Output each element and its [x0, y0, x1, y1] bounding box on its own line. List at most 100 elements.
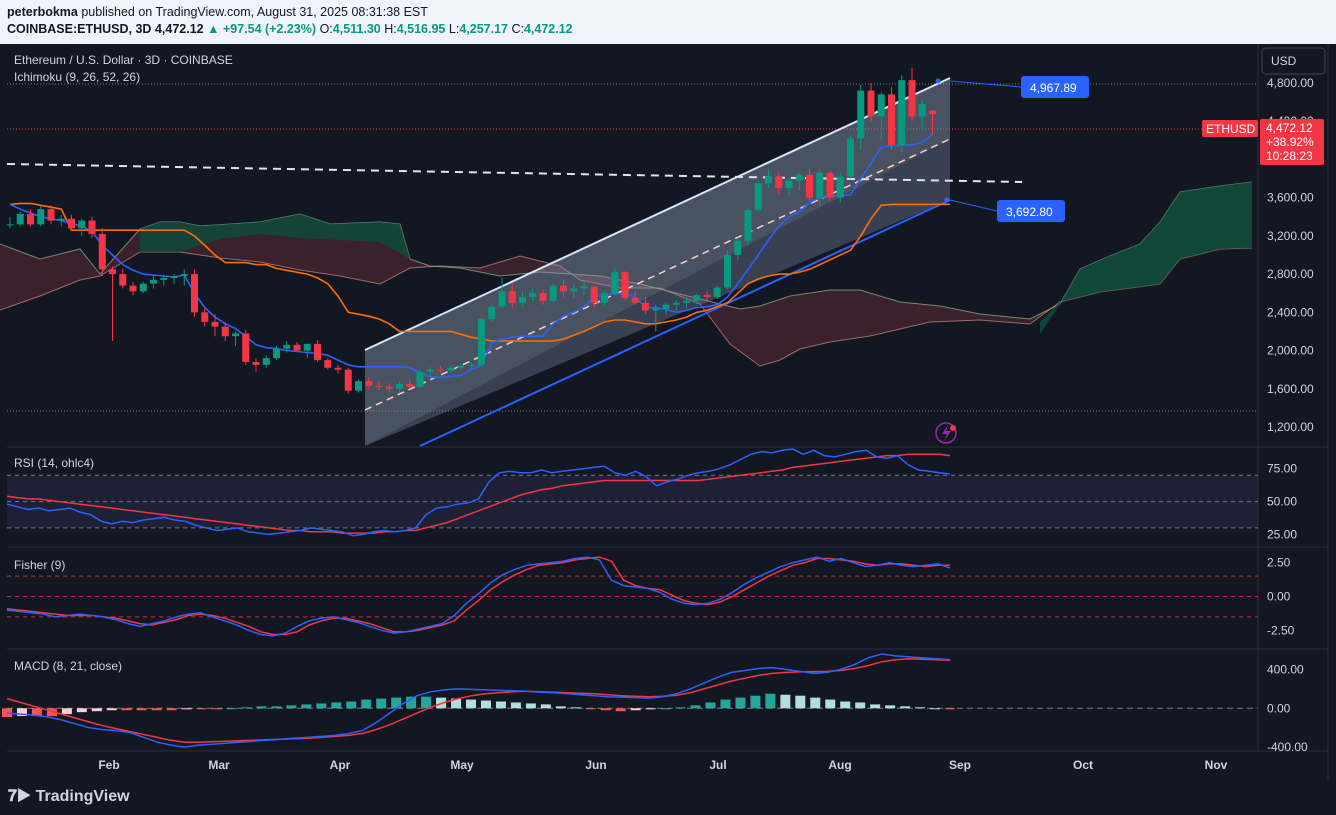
candle-down	[344, 369, 352, 391]
currency-label[interactable]: USD	[1271, 54, 1297, 68]
macd-histogram-bar	[31, 708, 42, 717]
candle-up	[396, 384, 403, 389]
candle-up	[693, 295, 701, 301]
macd-histogram-bar	[136, 708, 147, 711]
candle-up	[478, 319, 485, 365]
candle-down	[539, 293, 547, 301]
macd-histogram-bar	[361, 699, 372, 709]
macd-histogram-bar	[750, 695, 761, 709]
candle-up	[232, 333, 239, 337]
macd-histogram-bar	[391, 697, 402, 709]
channel-upper-line	[364, 77, 951, 351]
chart-svg[interactable]: 75.00 50.00 25.00 2.50 0.00 -2.50 400.00 0.00 -4…	[0, 44, 1336, 780]
candle-down	[375, 385, 383, 387]
macd-tick-label: 400.00	[1267, 663, 1304, 677]
candle-up	[16, 213, 24, 225]
tag-bottom-leader	[949, 199, 998, 212]
tv-icon: 𝟕▶	[8, 788, 36, 805]
last-pct-text: +38.92%	[1266, 135, 1314, 149]
open-label: O:	[319, 22, 333, 36]
rsi-tick-label: 25.00	[1267, 527, 1297, 541]
candle-up	[570, 288, 578, 292]
candle-down	[68, 218, 75, 229]
time-tick-label: Jul	[709, 758, 726, 772]
time-tick-label: Jun	[585, 758, 606, 772]
macd-histogram-bar	[121, 708, 132, 711]
macd-histogram-bar	[480, 700, 491, 709]
symbol-label: COINBASE:ETHUSD, 3D	[7, 22, 152, 36]
candle-up	[529, 293, 537, 298]
candle-up	[262, 358, 270, 365]
macd-histogram-bar	[570, 707, 581, 709]
macd-histogram-bar	[16, 708, 27, 717]
macd-histogram-bar	[241, 707, 252, 709]
macd-histogram-bar	[301, 704, 312, 709]
candle-up	[724, 255, 731, 288]
candle-up	[754, 183, 762, 211]
macd-histogram-bar	[61, 708, 72, 715]
currency-button[interactable]: USD	[1261, 47, 1326, 75]
macd-histogram-bar	[645, 708, 656, 710]
channel-lower-line	[419, 199, 951, 447]
legend-title: Ethereum / U.S. Dollar · 3D · COINBASE	[14, 53, 233, 67]
macd-histogram-bar	[451, 698, 462, 709]
candle-up	[683, 300, 690, 303]
candle-up	[877, 94, 885, 117]
candle-down	[324, 360, 332, 368]
candle-up	[785, 180, 793, 189]
candle-up	[601, 293, 608, 303]
candle-up	[519, 297, 526, 303]
time-tick-label: Sep	[949, 758, 971, 772]
ichimoku-cloud-bullish-early	[140, 214, 410, 259]
legend-fisher: Fisher (9)	[14, 558, 65, 572]
fisher-line	[6, 556, 951, 637]
tradingview-logo[interactable]: 𝟕▶ TradingView	[8, 788, 130, 806]
macd-histogram-bar	[660, 708, 671, 710]
candle-down	[221, 326, 229, 337]
tag-top-leader	[949, 80, 1022, 88]
candle-down	[119, 274, 127, 286]
candle-up	[273, 348, 280, 359]
pane-bg	[7, 44, 1258, 754]
price-tick-label: 3,200.00	[1267, 229, 1314, 243]
candle-down	[98, 233, 106, 270]
publisher-name[interactable]: peterbokma	[7, 5, 78, 19]
macd-histogram-bar	[211, 708, 222, 710]
macd-histogram-bar	[855, 702, 866, 709]
macd-histogram-bar	[720, 699, 731, 709]
macd-histogram-bar	[585, 708, 596, 710]
tag-bottom: 3,692.80	[997, 200, 1065, 222]
macd-histogram-bar	[421, 696, 432, 709]
macd-signal-line	[6, 658, 951, 743]
fisher-tick-label: 0.00	[1267, 590, 1291, 604]
candle-down	[929, 110, 936, 115]
macd-histogram-bar	[346, 701, 357, 709]
lightning-icon[interactable]	[935, 422, 957, 444]
price-tick-label: 3,600.00	[1267, 191, 1314, 205]
candle-up	[662, 304, 670, 309]
time-tick-label: Oct	[1073, 758, 1093, 772]
price-tick-label: 2,000.00	[1267, 344, 1314, 358]
candle-down	[908, 80, 916, 117]
candle-up	[416, 371, 424, 387]
candle-up	[78, 220, 86, 229]
candle-up	[836, 176, 844, 198]
legend-ichimoku: Ichimoku (9, 26, 52, 26)	[14, 70, 140, 84]
last-price-text: 4,472.12	[1266, 121, 1313, 135]
candle-up	[160, 277, 168, 280]
candle-down	[88, 220, 96, 234]
time-tick-label: May	[450, 758, 474, 772]
macd-histogram-bar	[466, 699, 477, 709]
macd-histogram-bar	[271, 706, 282, 709]
candle-up	[672, 302, 680, 305]
candle-down	[334, 367, 342, 370]
macd-histogram-bar	[286, 705, 297, 709]
legend-macd: MACD (8, 21, close)	[14, 659, 122, 673]
candle-up	[765, 176, 772, 184]
macd-histogram-bar	[376, 698, 387, 709]
candle-down	[314, 343, 321, 361]
candle-down	[775, 176, 783, 189]
chart-area[interactable]: 75.00 50.00 25.00 2.50 0.00 -2.50 400.00 0.00 -4…	[0, 44, 1336, 780]
channel-upper-fill	[365, 78, 950, 446]
macd-histogram-bar	[166, 708, 177, 711]
